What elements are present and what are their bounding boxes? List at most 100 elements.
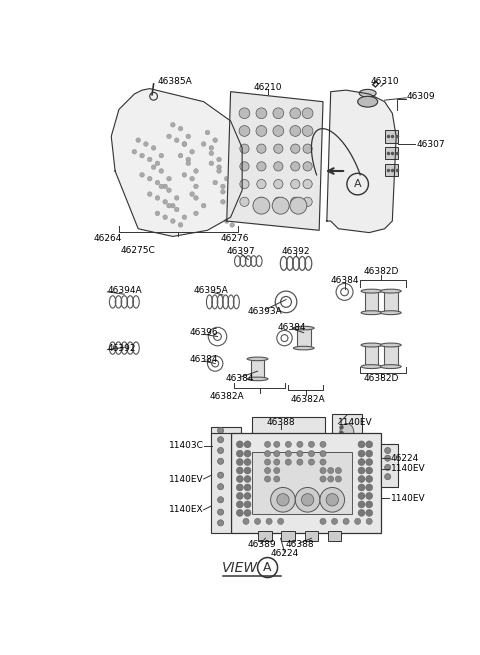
Circle shape <box>274 197 283 206</box>
Circle shape <box>236 501 243 508</box>
Circle shape <box>240 197 249 206</box>
Circle shape <box>170 203 175 208</box>
Circle shape <box>213 138 217 143</box>
Polygon shape <box>327 90 396 233</box>
Circle shape <box>358 484 365 491</box>
Bar <box>211 433 230 533</box>
Bar <box>384 164 398 176</box>
Circle shape <box>132 149 137 154</box>
Circle shape <box>193 184 198 189</box>
Circle shape <box>213 180 217 185</box>
Text: 46224: 46224 <box>270 549 299 558</box>
Circle shape <box>358 458 365 466</box>
Circle shape <box>297 451 303 457</box>
Circle shape <box>221 184 225 189</box>
Circle shape <box>257 144 266 153</box>
Ellipse shape <box>293 326 314 330</box>
Text: 46224: 46224 <box>391 454 419 462</box>
Circle shape <box>217 458 224 464</box>
Circle shape <box>366 441 372 448</box>
Circle shape <box>256 108 267 119</box>
Circle shape <box>217 157 221 162</box>
Circle shape <box>225 219 229 223</box>
Circle shape <box>217 443 224 449</box>
Circle shape <box>221 200 225 204</box>
Circle shape <box>178 223 183 227</box>
Circle shape <box>358 476 365 483</box>
Bar <box>211 426 240 464</box>
Bar <box>252 417 325 434</box>
Ellipse shape <box>340 424 354 441</box>
Circle shape <box>358 501 365 508</box>
Circle shape <box>244 458 251 466</box>
Circle shape <box>236 476 243 483</box>
Circle shape <box>240 144 249 153</box>
Circle shape <box>253 197 270 214</box>
Circle shape <box>147 176 152 181</box>
Circle shape <box>297 441 303 447</box>
Circle shape <box>355 518 361 525</box>
Circle shape <box>336 468 341 474</box>
Circle shape <box>163 215 168 219</box>
Circle shape <box>239 108 250 119</box>
Circle shape <box>217 509 224 515</box>
Ellipse shape <box>361 310 382 314</box>
Circle shape <box>291 162 300 171</box>
Circle shape <box>256 126 267 136</box>
Circle shape <box>217 437 224 443</box>
Circle shape <box>186 134 191 139</box>
Circle shape <box>174 196 179 200</box>
Circle shape <box>273 108 284 119</box>
Ellipse shape <box>361 289 382 293</box>
Circle shape <box>182 215 187 219</box>
Circle shape <box>366 510 372 516</box>
Text: 11403C: 11403C <box>169 441 204 451</box>
Circle shape <box>209 145 214 150</box>
Polygon shape <box>111 88 242 236</box>
Text: 46392: 46392 <box>282 248 310 256</box>
Ellipse shape <box>380 289 401 293</box>
Text: 46310: 46310 <box>370 77 399 86</box>
Text: 1140EX: 1140EX <box>169 505 204 514</box>
Ellipse shape <box>361 343 382 347</box>
Circle shape <box>303 197 312 206</box>
Circle shape <box>217 451 224 457</box>
Circle shape <box>384 455 391 461</box>
Text: 1140EV: 1140EV <box>391 494 425 503</box>
Text: 1140EV: 1140EV <box>169 474 204 483</box>
Circle shape <box>264 468 271 474</box>
Circle shape <box>244 441 251 448</box>
Circle shape <box>190 176 194 181</box>
Circle shape <box>174 207 179 212</box>
Circle shape <box>295 487 320 512</box>
Circle shape <box>167 203 171 208</box>
Circle shape <box>140 153 144 158</box>
Circle shape <box>147 157 152 162</box>
Circle shape <box>178 153 183 158</box>
Circle shape <box>140 172 144 177</box>
Circle shape <box>163 200 168 204</box>
Circle shape <box>155 161 160 166</box>
Circle shape <box>285 459 291 465</box>
Circle shape <box>193 211 198 215</box>
Circle shape <box>236 450 243 457</box>
Circle shape <box>274 468 280 474</box>
Circle shape <box>228 196 233 200</box>
Circle shape <box>291 144 300 153</box>
Circle shape <box>271 487 295 512</box>
Circle shape <box>225 176 229 181</box>
Circle shape <box>272 197 289 214</box>
Circle shape <box>358 510 365 516</box>
Circle shape <box>159 153 164 158</box>
Circle shape <box>193 169 198 174</box>
Circle shape <box>274 451 280 457</box>
Bar <box>365 291 378 312</box>
Circle shape <box>274 459 280 465</box>
Text: 46396: 46396 <box>189 328 218 337</box>
Circle shape <box>244 510 251 516</box>
Bar <box>297 328 311 348</box>
Text: 46382A: 46382A <box>209 392 244 401</box>
Circle shape <box>236 441 243 448</box>
Circle shape <box>328 476 334 482</box>
Circle shape <box>339 431 343 435</box>
